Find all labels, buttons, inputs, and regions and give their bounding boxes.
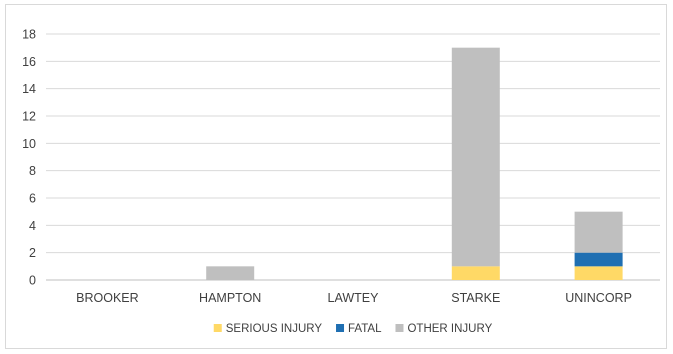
y-tick-label-4: 4: [29, 219, 36, 233]
x-tick-label-starke: STARKE: [451, 291, 500, 305]
legend: SERIOUS INJURY FATAL OTHER INJURY: [213, 323, 493, 335]
legend-item-other-injury: OTHER INJURY: [395, 323, 493, 335]
gridlines: [46, 33, 660, 281]
y-tick-label-8: 8: [29, 164, 36, 178]
bar-hampton-other-injury: [206, 266, 255, 280]
legend-swatch: [395, 324, 404, 332]
bar-starke-serious-injury: [451, 266, 500, 280]
y-tick-label-2: 2: [29, 246, 36, 260]
y-tick-label-14: 14: [22, 82, 36, 96]
x-tick-label-lawtey: LAWTEY: [328, 291, 380, 305]
y-tick-label-16: 16: [22, 55, 36, 69]
legend-label: SERIOUS INJURY: [226, 323, 323, 335]
legend-label: OTHER INJURY: [407, 323, 492, 335]
legend-swatch: [213, 324, 222, 332]
y-tick-label-6: 6: [29, 192, 36, 206]
bar-unincorp-serious-injury: [574, 266, 623, 280]
y-tick-label-12: 12: [22, 110, 36, 124]
bar-starke-other-injury: [451, 47, 500, 267]
x-tick-label-brooker: BROOKER: [76, 291, 139, 305]
legend-item-serious-injury: SERIOUS INJURY: [213, 323, 323, 335]
bar-unincorp-other-injury: [574, 211, 623, 253]
y-tick-label-0: 0: [29, 274, 36, 288]
x-tick-label-hampton: HAMPTON: [199, 291, 261, 305]
x-tick-label-unincorp: UNINCORP: [565, 291, 632, 305]
x-axis-ticks: BROOKER HAMPTON LAWTEY STARKE UNINCORP: [76, 291, 632, 305]
bar-unincorp-fatal: [574, 252, 623, 267]
y-tick-label-10: 10: [22, 137, 36, 151]
y-tick-label-18: 18: [22, 28, 36, 42]
bars: [206, 47, 623, 280]
legend-item-fatal: FATAL: [336, 323, 382, 335]
legend-label: FATAL: [348, 323, 382, 335]
legend-swatch: [336, 324, 345, 332]
y-axis-ticks: 0 2 4 6 8 10 12 14 16 18: [22, 28, 36, 288]
